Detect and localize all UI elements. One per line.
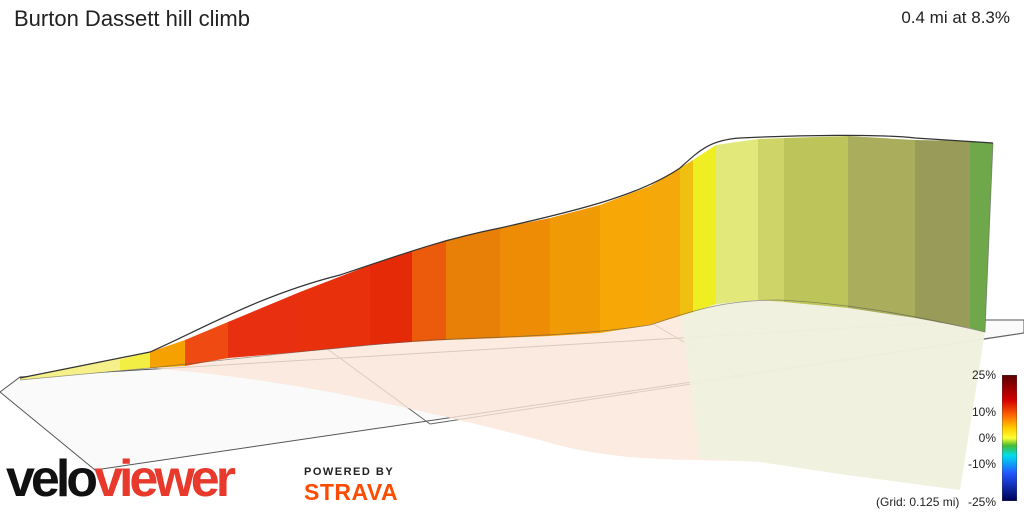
- profile-band: [412, 240, 446, 342]
- profile-band: [500, 218, 550, 338]
- profile-wall: [20, 136, 993, 380]
- logo-velo-text: velo: [6, 450, 98, 508]
- profile-band: [915, 140, 970, 328]
- profile-band: [758, 138, 784, 302]
- scale-label-25: 25%: [971, 368, 996, 382]
- profile-band: [970, 141, 993, 332]
- profile-band: [848, 136, 915, 318]
- powered-by-label: POWERED BY: [304, 466, 395, 478]
- profile-band: [716, 139, 758, 304]
- segment-title: Burton Dassett hill climb: [14, 6, 250, 31]
- profile-band: [784, 136, 848, 308]
- profile-band: [693, 145, 716, 312]
- gradient-scale-bar: [1002, 375, 1017, 501]
- profile-band: [370, 251, 412, 345]
- scale-label-minus25: -25%: [967, 495, 996, 509]
- profile-band: [680, 160, 693, 316]
- profile-band: [550, 205, 600, 336]
- profile-band: [650, 168, 680, 325]
- profile-band: [120, 352, 150, 370]
- profile-reflection-right: [680, 300, 985, 490]
- scale-label-10: 10%: [971, 405, 996, 419]
- profile-band: [300, 265, 370, 352]
- profile-band: [150, 340, 185, 368]
- logo-viewer-text: viewer: [94, 450, 236, 508]
- profile-band: [185, 322, 228, 366]
- scale-label-minus10: -10%: [967, 457, 996, 471]
- profile-ridge: [19, 134, 994, 379]
- segment-distance-grade: 0.4 mi at 8.3%: [901, 8, 1010, 27]
- profile-band: [600, 186, 650, 333]
- strava-logo[interactable]: STRAVA: [304, 479, 399, 505]
- profile-band: [446, 228, 500, 340]
- profile-band: [228, 292, 300, 358]
- profile-base-line: [19, 142, 994, 381]
- scale-label-0: 0%: [978, 431, 996, 445]
- grid-scale-note: (Grid: 0.125 mi): [876, 495, 960, 509]
